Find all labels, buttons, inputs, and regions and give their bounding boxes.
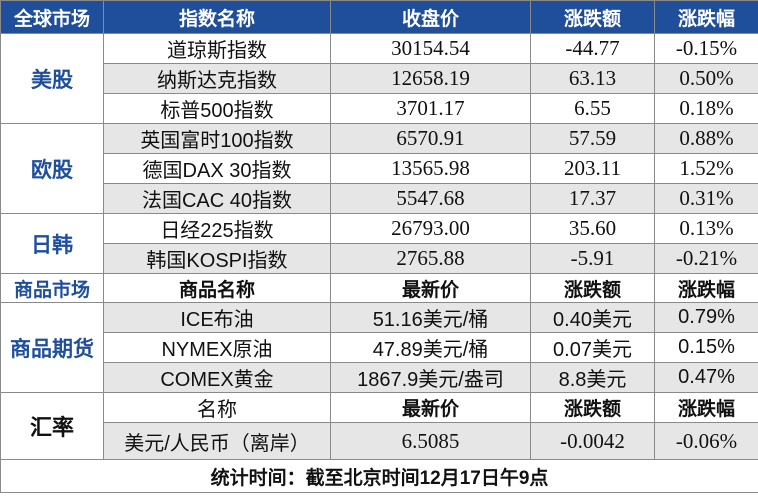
change-value: 35.60 <box>530 213 655 244</box>
pct-value: 0.88% <box>654 123 758 154</box>
group-fx: 汇率 <box>0 392 104 460</box>
index-name: 英国富时100指数 <box>103 123 331 154</box>
table-row: 商品期货 ICE布油 51.16美元/桶 0.40美元 0.79% <box>0 302 758 393</box>
table-row: 欧股 英国富时100指数 6570.91 57.59 0.88% <box>0 123 758 214</box>
commodity-pct: 0.47% <box>654 362 758 393</box>
change-value: 203.11 <box>530 153 655 184</box>
commodity-pct: 0.15% <box>654 332 758 363</box>
header-change: 涨跌额 <box>530 0 655 34</box>
group-jpkr: 日韩 <box>0 213 104 274</box>
commodity-name: ICE布油 <box>103 302 331 333</box>
stat-time-note: 统计时间：截至北京时间12月17日午9点 <box>0 459 758 493</box>
header-latest-price: 最新价 <box>330 273 531 303</box>
table-row: 纳斯达克指数 12658.19 63.13 0.50% <box>1 63 758 94</box>
pct-value: 1.52% <box>654 153 758 184</box>
table-row: 美元/人民币（离岸） 6.5085 -0.0042 -0.06% <box>1 422 758 460</box>
close-value: 2765.88 <box>330 243 531 274</box>
change-value: -5.91 <box>530 243 655 274</box>
fx-name: 美元/人民币（离岸） <box>103 422 331 460</box>
pct-value: -0.21% <box>654 243 758 274</box>
group-eu: 欧股 <box>0 123 104 214</box>
index-name: 德国DAX 30指数 <box>103 153 331 184</box>
header-market: 全球市场 <box>0 0 104 34</box>
close-value: 5547.68 <box>330 183 531 214</box>
close-value: 13565.98 <box>330 153 531 184</box>
table-row: 美股 道琼斯指数 30154.54 -44.77 -0.15% <box>0 33 758 124</box>
commodity-name: COMEX黄金 <box>103 362 331 393</box>
commodity-change: 0.07美元 <box>530 332 655 363</box>
table-row: 德国DAX 30指数 13565.98 203.11 1.52% <box>1 153 758 184</box>
header-commodity-market: 商品市场 <box>0 273 104 303</box>
change-value: 17.37 <box>530 183 655 214</box>
commodity-header-row: 商品市场 商品名称 最新价 涨跌额 涨跌幅 <box>0 273 758 303</box>
table-row: COMEX黄金 1867.9美元/盎司 8.8美元 0.47% <box>1 362 758 393</box>
close-value: 6570.91 <box>330 123 531 154</box>
table-row: 日韩 日经225指数 26793.00 35.60 0.13% <box>0 213 758 274</box>
close-value: 30154.54 <box>330 33 531 64</box>
close-value: 3701.17 <box>330 93 531 124</box>
index-name: 标普500指数 <box>103 93 331 124</box>
index-name: 日经225指数 <box>103 213 331 244</box>
header-pct: 涨跌幅 <box>654 0 758 34</box>
group-us: 美股 <box>0 33 104 124</box>
pct-value: 0.50% <box>654 63 758 94</box>
header-latest-price: 最新价 <box>330 392 531 423</box>
fx-header-row: 汇率 名称 最新价 涨跌额 涨跌幅 <box>0 392 758 460</box>
pct-value: 0.31% <box>654 183 758 214</box>
commodity-change: 8.8美元 <box>530 362 655 393</box>
header-close: 收盘价 <box>330 0 531 34</box>
commodity-price: 1867.9美元/盎司 <box>330 362 531 393</box>
close-value: 12658.19 <box>330 63 531 94</box>
pct-value: 0.13% <box>654 213 758 244</box>
index-name: 法国CAC 40指数 <box>103 183 331 214</box>
pct-value: -0.15% <box>654 33 758 64</box>
header-fx-name: 名称 <box>103 392 331 423</box>
fx-price: 6.5085 <box>330 422 531 460</box>
index-name: 道琼斯指数 <box>103 33 331 64</box>
header-commodity-name: 商品名称 <box>103 273 331 303</box>
index-name: 韩国KOSPI指数 <box>103 243 331 274</box>
header-pct: 涨跌幅 <box>654 273 758 303</box>
header-pct: 涨跌幅 <box>654 392 758 423</box>
table-row: 韩国KOSPI指数 2765.88 -5.91 -0.21% <box>1 243 758 274</box>
close-value: 26793.00 <box>330 213 531 244</box>
group-futures: 商品期货 <box>0 302 104 393</box>
table-row: 标普500指数 3701.17 6.55 0.18% <box>1 93 758 124</box>
commodity-change: 0.40美元 <box>530 302 655 333</box>
footer-row: 统计时间：截至北京时间12月17日午9点 <box>0 459 758 493</box>
change-value: -44.77 <box>530 33 655 64</box>
table-header-row: 全球市场 指数名称 收盘价 涨跌额 涨跌幅 <box>0 0 758 34</box>
commodity-price: 51.16美元/桶 <box>330 302 531 333</box>
pct-value: 0.18% <box>654 93 758 124</box>
header-change: 涨跌额 <box>530 273 655 303</box>
table-row: NYMEX原油 47.89美元/桶 0.07美元 0.15% <box>1 332 758 363</box>
header-change: 涨跌额 <box>530 392 655 423</box>
fx-change: -0.0042 <box>530 422 655 460</box>
change-value: 6.55 <box>530 93 655 124</box>
change-value: 57.59 <box>530 123 655 154</box>
commodity-name: NYMEX原油 <box>103 332 331 363</box>
change-value: 63.13 <box>530 63 655 94</box>
commodity-price: 47.89美元/桶 <box>330 332 531 363</box>
header-index-name: 指数名称 <box>103 0 331 34</box>
index-name: 纳斯达克指数 <box>103 63 331 94</box>
table-row: 法国CAC 40指数 5547.68 17.37 0.31% <box>1 183 758 214</box>
commodity-pct: 0.79% <box>654 302 758 333</box>
fx-pct: -0.06% <box>654 422 758 460</box>
